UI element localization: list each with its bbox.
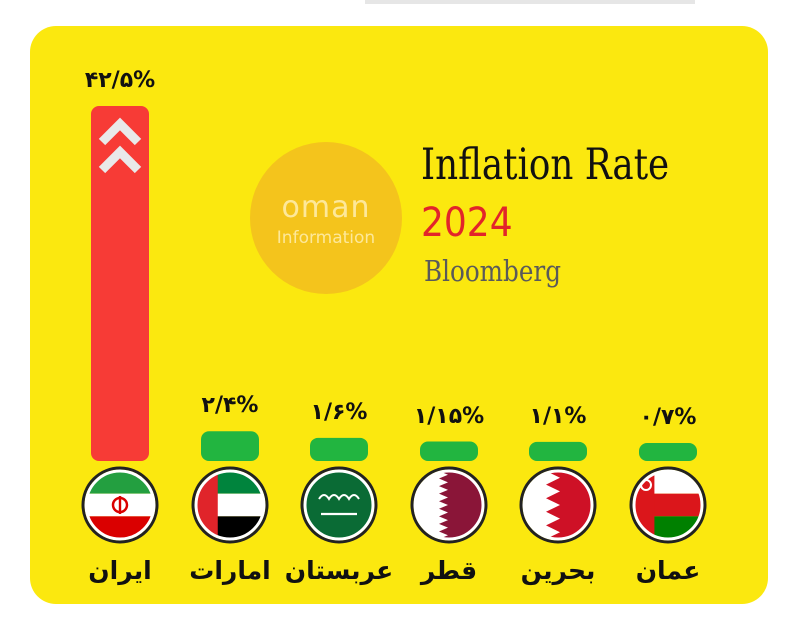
- bar-4: [420, 441, 478, 461]
- value-label-6: ۰/۷%: [639, 405, 697, 430]
- flag-border-6: [629, 466, 707, 544]
- bar-3: [310, 437, 368, 461]
- watermark-subtitle: Information: [276, 228, 376, 248]
- watermark-circle: [250, 142, 402, 294]
- value-label-5: ۱/۱%: [529, 403, 587, 429]
- category-label-5: بحرین: [520, 556, 596, 585]
- flag-border-1: [81, 466, 159, 544]
- flag-border-5: [519, 466, 597, 544]
- category-label-1: ایران: [88, 556, 152, 585]
- category-label-6: عمان: [635, 556, 701, 585]
- category-label-3: عربستان: [284, 556, 394, 585]
- flag-border-4: [410, 466, 488, 544]
- category-label-4: قطر: [420, 556, 478, 585]
- flag-ring-2: [194, 469, 266, 541]
- flag-ring-3: [303, 469, 375, 541]
- double-chevron-up-icon: [98, 117, 142, 174]
- category-label-2: امارات: [189, 556, 271, 585]
- qatar-flag-icon: [415, 471, 483, 539]
- flag-border-2: [191, 466, 269, 544]
- flag-ring-5: [522, 469, 594, 541]
- saudi-flag-icon: [305, 471, 373, 539]
- top-divider: [365, 0, 695, 4]
- value-label-2: ۲/۴%: [201, 393, 259, 419]
- bar-1: [91, 106, 149, 461]
- watermark-brand: oman: [281, 190, 371, 225]
- value-label-3: ۱/۶%: [310, 399, 368, 425]
- flag-ring-1: [84, 469, 156, 541]
- bahrain-flag-icon: [524, 471, 592, 539]
- bar-2: [201, 431, 259, 461]
- flag-ring-4: [413, 469, 485, 541]
- flag-ring-6: [632, 469, 704, 541]
- chart-year: 2024: [421, 200, 513, 246]
- value-label-4: ۱/۱۵%: [413, 403, 485, 429]
- bar-5: [529, 441, 587, 461]
- chart-title: Inflation Rate: [421, 140, 670, 190]
- chart-source: Bloomberg: [424, 254, 561, 288]
- bar-6: [639, 443, 697, 461]
- value-label-1: ۴۲/۵%: [84, 68, 156, 93]
- flag-border-3: [300, 466, 378, 544]
